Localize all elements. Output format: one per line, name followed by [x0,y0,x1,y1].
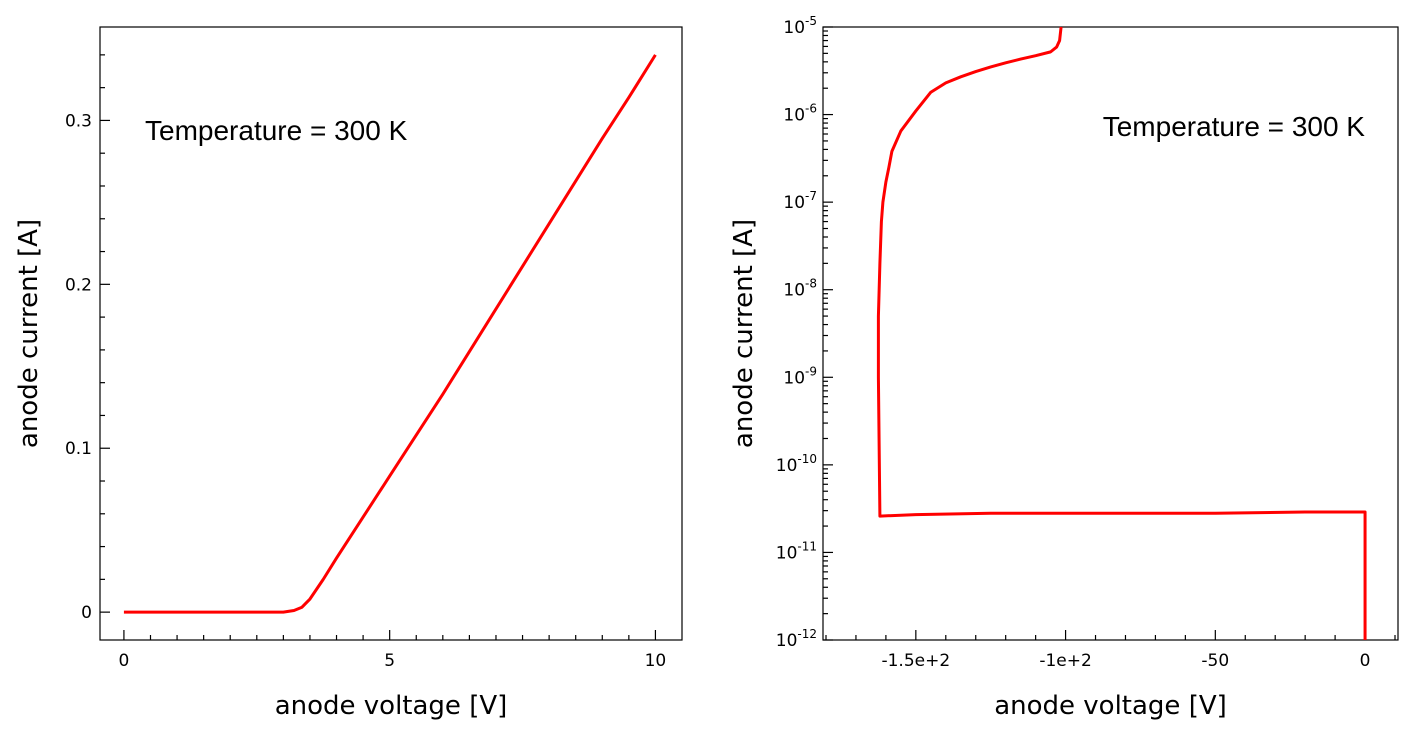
y-axis-title: anode current [A] [14,219,44,448]
x-axis-title: anode voltage [V] [275,691,508,721]
y-tick-base: 10 [776,631,798,651]
x-tick-label: -1e+2 [1039,651,1091,671]
x-axis-title: anode voltage [V] [994,691,1227,721]
y-tick-exponent: -12 [797,627,817,641]
y-tick-exponent: -7 [805,189,817,203]
y-tick-label: 0.1 [65,439,92,459]
y-tick-exponent: -6 [805,102,817,116]
x-tick-label: -1.5e+2 [881,651,950,671]
y-tick-label: 0 [81,603,92,623]
y-tick-base: 10 [783,106,805,126]
series-line [876,26,1367,640]
x-tick-label: 5 [384,651,395,671]
plot-frame [822,26,1399,641]
y-tick-exponent: -10 [797,452,817,466]
y-tick-label: 10-8 [783,277,817,301]
chart-panel-1: 0 5 10 0 0.1 0.2 0.3 anode voltage [V] anode cur… [14,26,683,721]
y-tick-exponent: -5 [805,14,817,28]
x-tick-label: 0 [119,651,130,671]
y-tick-label: 10-10 [776,452,817,476]
y-tick-base: 10 [776,543,798,563]
y-tick-base: 10 [783,18,805,38]
chart-panel-2: -1.5e+2 -1e+2 -50 010-1210-1110-1010-910-81… [729,14,1399,721]
x-tick-label: -50 [1201,651,1229,671]
y-tick-exponent: -11 [797,539,817,553]
temperature-annotation: Temperature = 300 K [1103,111,1366,142]
y-tick-label: 10-5 [783,14,817,38]
x-tick-label: 10 [645,651,667,671]
y-tick-label: 10-9 [783,364,817,388]
y-tick-label: 10-12 [776,627,817,651]
y-tick-base: 10 [783,368,805,388]
y-tick-label: 0.3 [65,111,92,131]
y-tick-base: 10 [783,193,805,213]
y-tick-base: 10 [776,456,798,476]
y-tick-exponent: -9 [805,364,817,378]
x-tick-label: 0 [1360,651,1371,671]
y-tick-exponent: -8 [805,277,817,291]
plot-frame [99,26,683,641]
temperature-annotation: Temperature = 300 K [145,115,408,146]
y-tick-label: 10-6 [783,102,817,126]
series-line [123,54,657,614]
y-tick-label: 10-7 [783,189,817,213]
y-axis-title: anode current [A] [729,219,759,448]
y-tick-base: 10 [783,281,805,301]
y-tick-label: 10-11 [776,539,817,563]
y-tick-label: 0.2 [65,275,92,295]
